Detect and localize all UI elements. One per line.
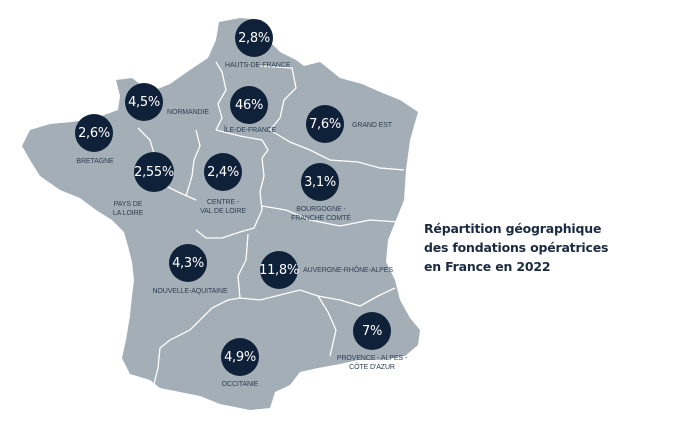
label-normandie: NORMANDIE — [167, 109, 209, 116]
label-provence-alpes-cote-dazur: PROVENCE - ALPES - CÔTE D'AZUR — [334, 354, 410, 372]
value-bubble-provence-alpes-cote-dazur: 7% — [353, 312, 391, 350]
label-bourgogne-franche-comte: BOURGOGNE - FRANCHE COMTÉ — [288, 205, 354, 223]
value-bubble-grand-est: 7,6% — [306, 105, 344, 143]
label-ile-de-france: ÎLE-DE-FRANCE — [223, 127, 277, 134]
label-bourgogne-line2: FRANCHE COMTÉ — [291, 215, 351, 222]
label-bourgogne-line1: BOURGOGNE - — [296, 206, 346, 213]
value-bubble-occitanie: 4,9% — [221, 338, 259, 376]
label-auvergne-rhone-alpes: AUVERGNE-RHÔNE-ALPES — [303, 267, 393, 274]
title-line-2: des fondations opératrices — [424, 240, 609, 255]
label-bretagne: BRETAGNE — [76, 158, 114, 165]
label-nouvelle-aquitaine: NOUVELLE-AQUITAINE — [152, 288, 228, 295]
value-bubble-nouvelle-aquitaine: 4,3% — [169, 244, 207, 282]
label-pays-de-la-loire-line2: LA LOIRE — [112, 210, 144, 217]
label-centre-val-de-loire: CENTRE - VAL DE LOIRE — [195, 198, 251, 216]
region-borders — [137, 61, 405, 385]
label-hauts-de-france: HAUTS-DE-FRANCE — [225, 62, 291, 69]
value-bubble-auvergne-rhone-alpes: 11,8% — [259, 251, 299, 289]
label-occitanie: OCCITANIE — [221, 381, 259, 388]
value-bubble-pays-de-la-loire: 2,55% — [134, 152, 174, 192]
label-centre-line1: CENTRE - — [206, 199, 240, 206]
value-bubble-centre-val-de-loire: 2,4% — [204, 153, 242, 191]
title-line-1: Répartition géographique — [424, 221, 602, 236]
value-bubble-bretagne: 2,6% — [75, 114, 113, 152]
label-centre-line2: VAL DE LOIRE — [200, 208, 246, 215]
map-title: Répartition géographique des fondations … — [424, 219, 664, 276]
value-bubble-bourgogne-franche-comte: 3,1% — [301, 163, 339, 201]
title-line-3: en France en 2022 — [424, 259, 551, 274]
value-bubble-ile-de-france: 46% — [230, 86, 268, 124]
label-paca-line2: CÔTE D'AZUR — [349, 364, 395, 371]
label-pays-de-la-loire: PAYS DE LA LOIRE — [108, 200, 148, 218]
value-bubble-hauts-de-france: 2,8% — [235, 19, 273, 57]
label-grand-est: GRAND EST — [352, 122, 392, 129]
label-paca-line1: PROVENCE - ALPES - — [336, 355, 408, 362]
label-pays-de-la-loire-line1: PAYS DE — [113, 201, 143, 208]
value-bubble-normandie: 4,5% — [125, 83, 163, 121]
